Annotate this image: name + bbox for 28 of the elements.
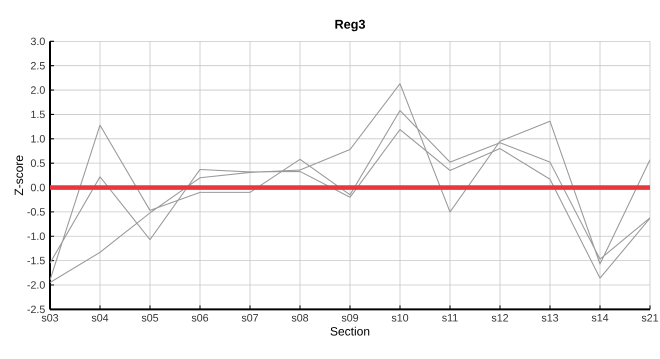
x-tick-label: s11 xyxy=(442,314,458,322)
chart-title: Reg3 xyxy=(335,20,366,32)
x-tick-label: s21 xyxy=(642,314,658,322)
x-tick-label: s07 xyxy=(242,314,258,322)
y-tick-label: -2.5 xyxy=(27,306,45,314)
y-tick-label: 0.0 xyxy=(30,184,45,192)
y-tick-label: -1.0 xyxy=(27,232,45,240)
y-tick-label: 1.5 xyxy=(31,110,45,118)
y-tick-label: 2.5 xyxy=(31,62,45,70)
x-tick-label: s08 xyxy=(292,314,308,322)
y-tick-label: 1.0 xyxy=(31,135,45,143)
x-tick-label: s06 xyxy=(192,314,208,322)
x-axis-title: Section xyxy=(330,326,370,336)
y-tick-label: -0.5 xyxy=(27,208,45,216)
y-tick-label: 0.5 xyxy=(30,160,45,168)
x-tick-label: s14 xyxy=(592,314,608,322)
y-tick-label: 3.0 xyxy=(30,38,45,46)
x-tick-label: s09 xyxy=(342,314,358,322)
y-tick-label: -1.5 xyxy=(27,257,45,264)
x-tick-label: s03 xyxy=(42,314,58,322)
x-tick-label: s12 xyxy=(492,314,508,322)
x-tick-label: s04 xyxy=(92,314,108,322)
x-tick-label: s10 xyxy=(392,314,408,322)
y-axis-title: Z-score xyxy=(14,156,24,196)
x-tick-label: s13 xyxy=(542,314,558,322)
y-tick-label: -2.0 xyxy=(27,281,45,289)
y-tick-label: 2.0 xyxy=(31,86,45,94)
x-tick-label: s05 xyxy=(142,314,158,322)
